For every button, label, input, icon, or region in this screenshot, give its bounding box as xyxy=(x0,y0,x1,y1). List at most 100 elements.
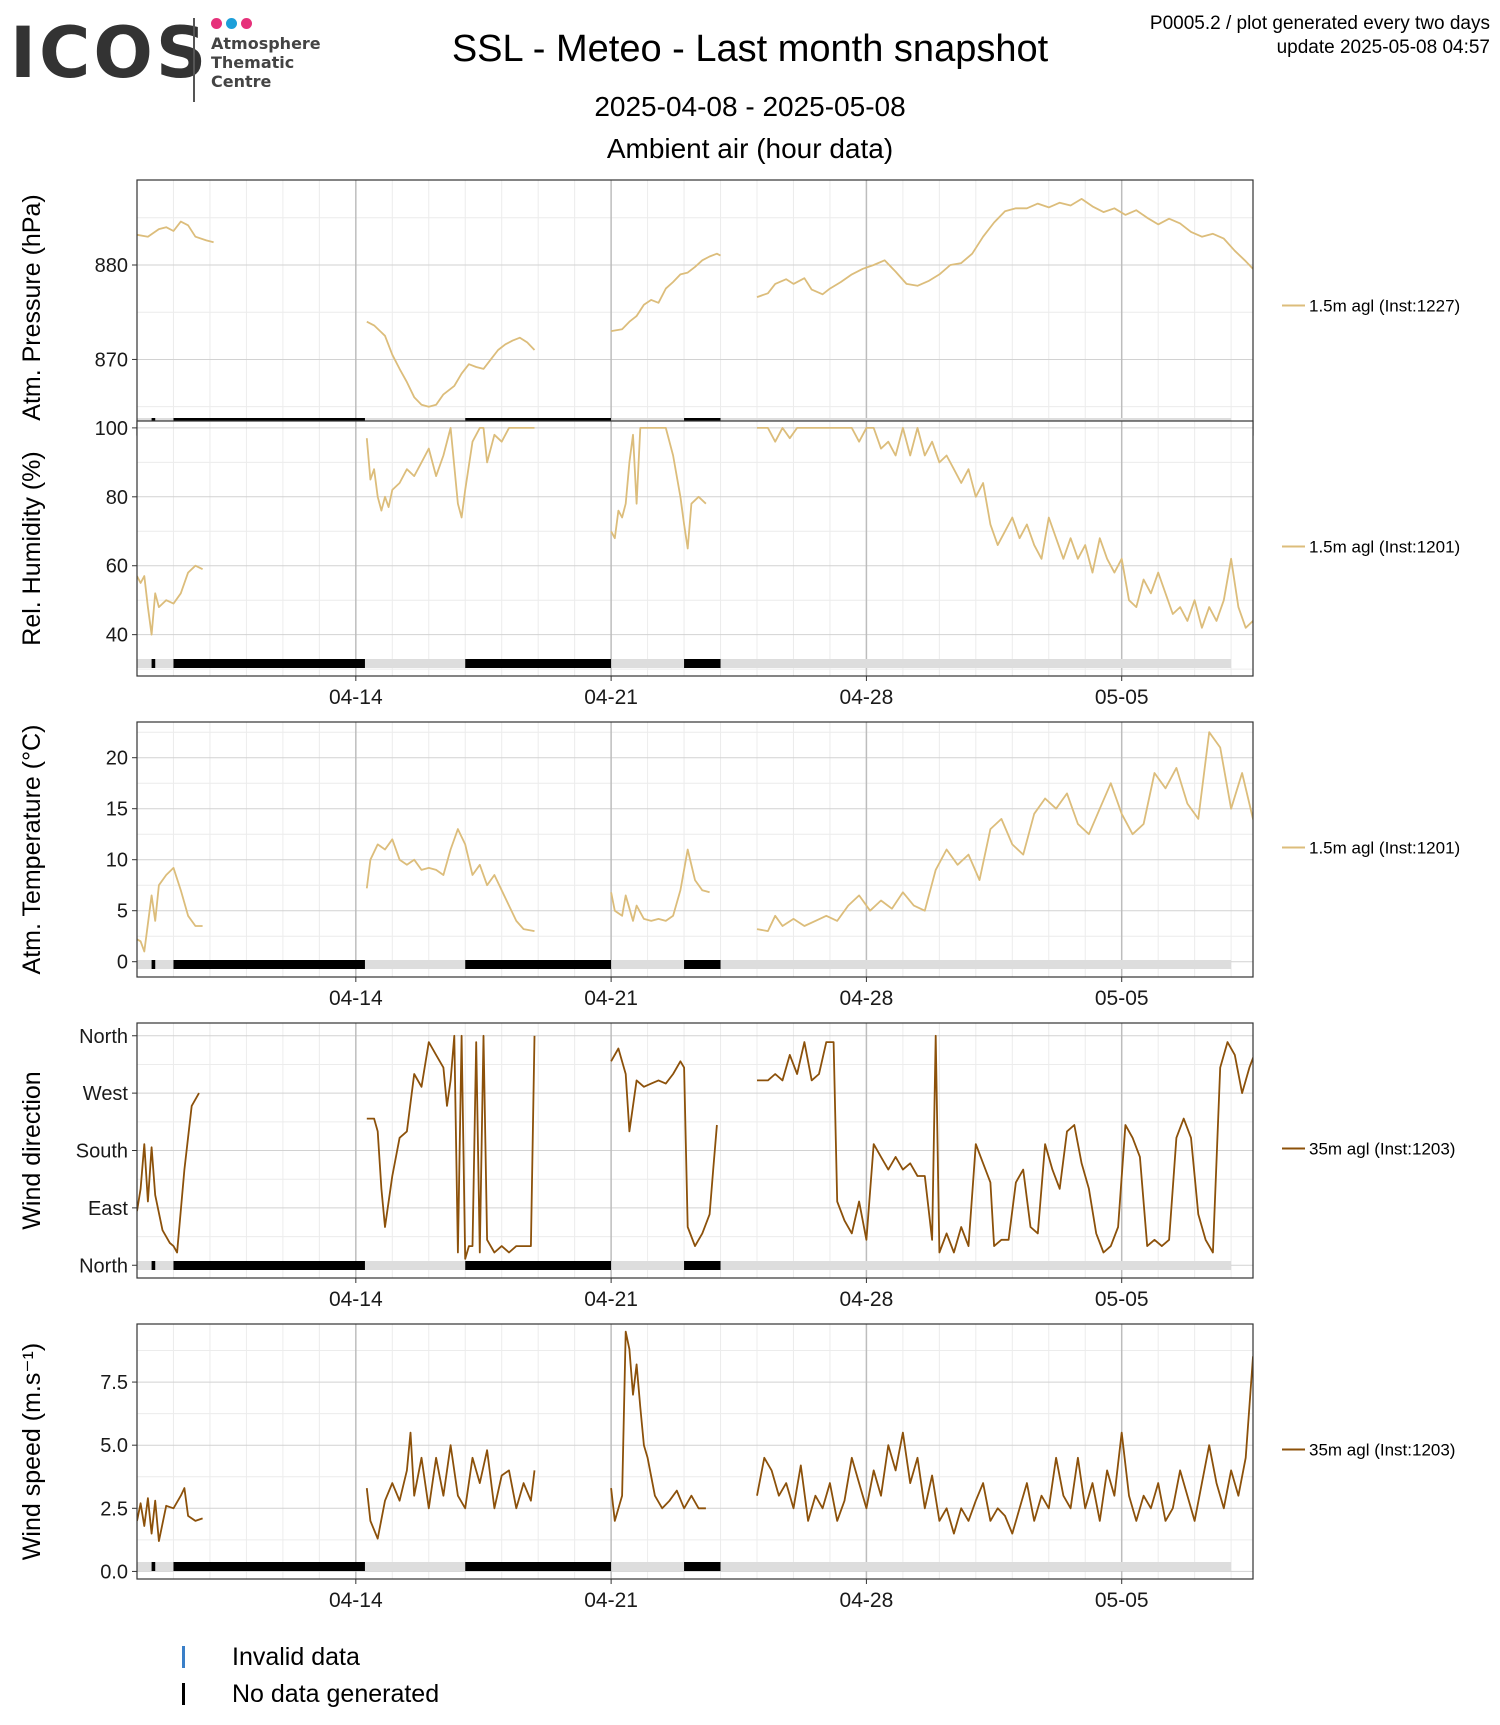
y-axis-title: Rel. Humidity (%) xyxy=(18,451,46,645)
y-tick-label: 100 xyxy=(95,418,128,440)
x-tick-label: 05-05 xyxy=(1095,1589,1149,1612)
logo-subtitle: Atmosphere Thematic Centre xyxy=(211,34,321,91)
no-data-period xyxy=(173,1261,365,1270)
y-tick-label: East xyxy=(88,1198,128,1220)
y-tick-label: 5 xyxy=(117,901,128,923)
y-axis-title: Atm. Pressure (hPa) xyxy=(18,194,46,420)
no-data-period xyxy=(465,960,612,969)
no-data-period xyxy=(465,659,612,668)
series-line xyxy=(137,220,214,244)
x-tick-label: 04-14 xyxy=(329,987,383,1010)
x-tick-label: 04-28 xyxy=(840,1589,894,1612)
x-tick-label: 05-05 xyxy=(1095,987,1149,1010)
y-tick-label: 880 xyxy=(95,255,128,277)
plot-meta: P0005.2 / plot generated every two days … xyxy=(1150,12,1490,60)
series-line xyxy=(610,848,710,922)
no-data-period xyxy=(151,659,156,668)
no-data-period xyxy=(465,1261,612,1270)
series-line xyxy=(137,1487,203,1542)
date-range: 2025-04-08 - 2025-05-08 xyxy=(594,91,906,122)
chart-panel: 40 60 80 100 04-14 04-21 04-28 05-05 Rel. Humidi… xyxy=(18,418,1460,709)
y-axis-title: Wind speed (m.s⁻¹) xyxy=(18,1343,46,1560)
no-data-period xyxy=(151,1562,156,1571)
series-line xyxy=(137,564,203,636)
x-tick-label: 04-21 xyxy=(584,1288,638,1311)
logo-wordmark: ICOS xyxy=(10,12,210,94)
x-tick-label: 04-21 xyxy=(584,1589,638,1612)
panel-background xyxy=(137,180,1253,435)
series-line xyxy=(137,867,203,953)
panel-border xyxy=(136,721,1254,978)
x-tick-label: 04-28 xyxy=(840,987,894,1010)
no-data-period xyxy=(684,1261,721,1270)
x-tick-label: 04-21 xyxy=(584,987,638,1010)
chart-panel: 0.0 2.5 5.0 7.5 04-14 04-21 04-28 05-05 Wind spe… xyxy=(18,1323,1455,1612)
no-data-period xyxy=(465,1562,612,1571)
logo-dots-icon xyxy=(211,16,256,30)
no-data-period xyxy=(151,1261,156,1270)
no-data-period xyxy=(684,659,721,668)
y-tick-label: 40 xyxy=(106,625,128,647)
legend-label: 1.5m agl (Inst:1201) xyxy=(1309,538,1460,557)
chart-panel: North East South West North 04-14 04-21 04-28 05… xyxy=(18,1022,1455,1311)
series-line xyxy=(610,1330,706,1522)
x-tick-label: 04-14 xyxy=(329,1589,383,1612)
no-data-period xyxy=(684,960,721,969)
x-tick-label: 04-14 xyxy=(329,686,383,709)
x-tick-label: 05-05 xyxy=(1095,686,1149,709)
y-tick-label: South xyxy=(76,1141,128,1163)
legend-label: 1.5m agl (Inst:1201) xyxy=(1309,839,1460,858)
x-tick-label: 04-14 xyxy=(329,1288,383,1311)
panel-background xyxy=(137,722,1253,977)
logo-divider xyxy=(193,18,195,102)
y-tick-label: 10 xyxy=(106,850,128,872)
plot-meta-line: P0005.2 / plot generated every two days xyxy=(1149,13,1490,34)
series-line xyxy=(137,1092,200,1254)
series-line xyxy=(756,731,1253,932)
logo-dot xyxy=(241,18,252,29)
series-line xyxy=(366,320,536,408)
logo-subtitle-line: Centre xyxy=(211,72,272,91)
panel-border xyxy=(136,1323,1254,1580)
y-tick-label: North xyxy=(79,1026,128,1048)
logo-dot xyxy=(211,18,222,29)
section-title: Ambient air (hour data) xyxy=(606,133,894,164)
no-data-period xyxy=(684,1562,721,1571)
series-line xyxy=(610,252,721,332)
invalid-data-marker-icon xyxy=(182,1646,185,1668)
y-tick-label: 2.5 xyxy=(100,1498,128,1520)
y-tick-label: 80 xyxy=(106,487,128,509)
no-data-period xyxy=(151,960,156,969)
series-line xyxy=(366,1034,536,1260)
legend-label: 35m agl (Inst:1203) xyxy=(1309,1441,1455,1460)
panel-border xyxy=(136,420,1254,677)
page-title: SSL - Meteo - Last month snapshot xyxy=(451,28,1049,70)
series-line xyxy=(757,426,1253,629)
no-data-period xyxy=(173,1562,365,1571)
plot-update-line: update 2025-05-08 04:57 xyxy=(1276,37,1490,58)
y-tick-label: 15 xyxy=(106,799,128,821)
series-line xyxy=(365,426,535,519)
y-tick-label: 60 xyxy=(106,556,128,578)
chart-panel: 0 5 10 15 20 04-14 04-21 04-28 05-05 Atm. Tempera… xyxy=(18,721,1460,1010)
x-tick-label: 04-28 xyxy=(840,1288,894,1311)
series-line xyxy=(757,1034,1253,1254)
legend-label: No data generated xyxy=(232,1680,440,1708)
panel-background xyxy=(137,1324,1253,1579)
y-tick-label: 0.0 xyxy=(100,1561,128,1583)
y-tick-label: West xyxy=(83,1083,129,1105)
y-tick-label: 870 xyxy=(95,349,128,371)
y-tick-label: 0 xyxy=(117,952,128,974)
series-line xyxy=(756,197,1253,298)
no-data-period xyxy=(173,960,365,969)
series-line xyxy=(756,1355,1253,1535)
series-line xyxy=(365,1431,536,1540)
series-line xyxy=(610,426,707,550)
x-tick-label: 05-05 xyxy=(1095,1288,1149,1311)
x-tick-label: 04-28 xyxy=(840,686,894,709)
y-axis-title: Wind direction xyxy=(18,1071,46,1229)
no-data-marker-icon xyxy=(182,1683,185,1705)
legend-label: 35m agl (Inst:1203) xyxy=(1309,1140,1455,1159)
y-tick-label: 20 xyxy=(106,748,128,770)
